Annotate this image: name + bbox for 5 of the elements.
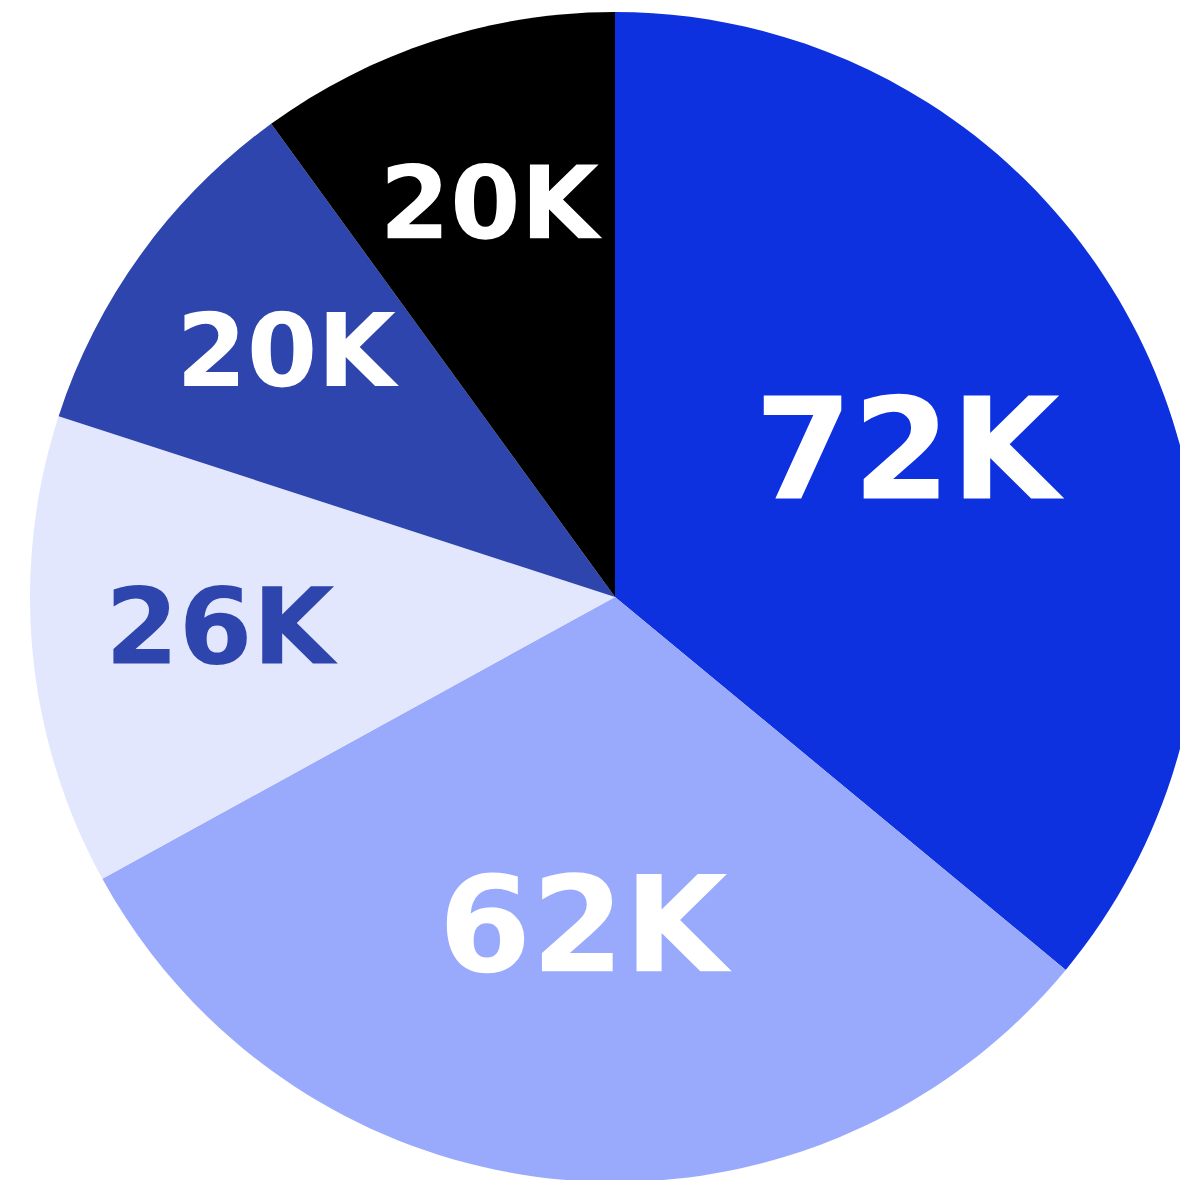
data-label: 20K: [387, 163, 603, 240]
data-label: 20K: [184, 310, 399, 388]
data-label: 26K: [113, 584, 338, 666]
data-label: 62K: [446, 872, 732, 974]
data-label: 72K: [763, 393, 1065, 499]
